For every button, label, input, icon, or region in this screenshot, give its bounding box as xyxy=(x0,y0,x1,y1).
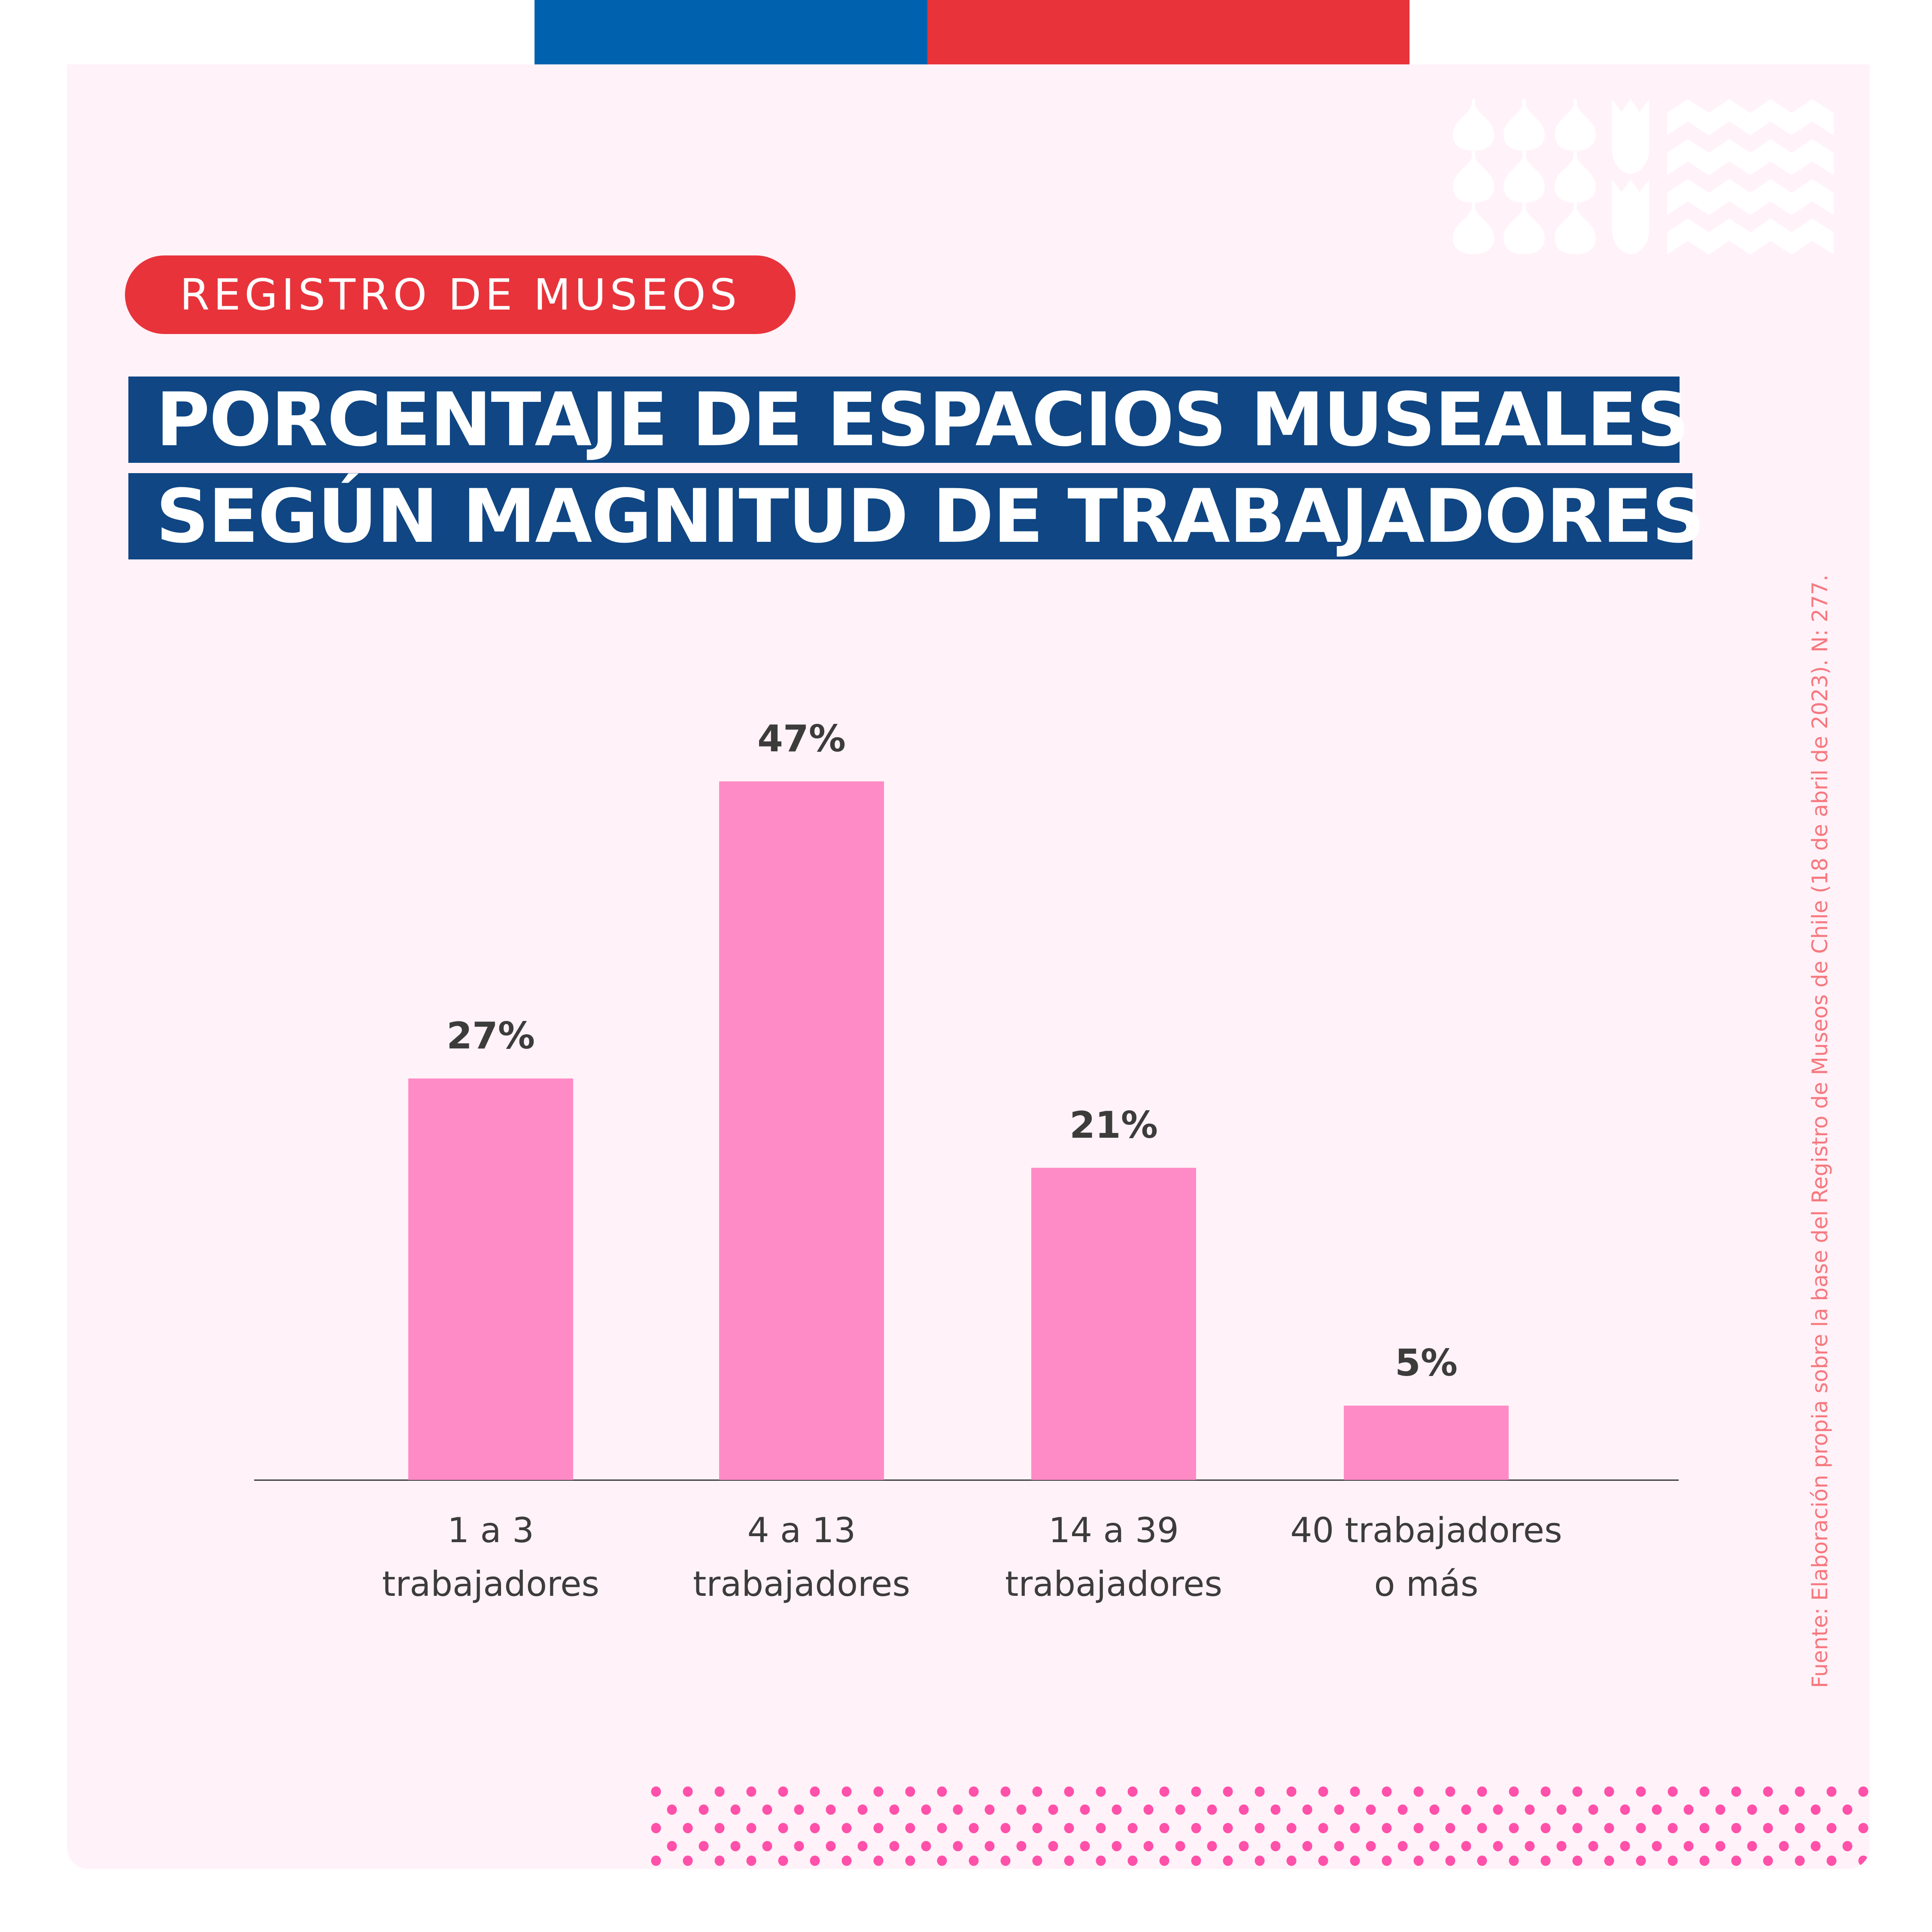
chart-card xyxy=(67,64,1870,1869)
title-text-1: PORCENTAJE DE ESPACIOS MUSEALES xyxy=(156,376,1689,463)
category-label: 1 a 3 trabajadores xyxy=(328,1504,654,1611)
category-label-line: 14 a 39 xyxy=(1048,1510,1179,1550)
bar-4 xyxy=(1344,1405,1509,1480)
bar-3 xyxy=(1031,1168,1196,1480)
badge-label: REGISTRO DE MUSEOS xyxy=(179,270,741,320)
category-badge: REGISTRO DE MUSEOS xyxy=(125,255,796,334)
value-label: 27% xyxy=(447,1015,535,1058)
bar-1 xyxy=(408,1078,573,1480)
category-label-line: 1 a 3 xyxy=(447,1510,534,1550)
category-label: 4 a 13 trabajadores xyxy=(638,1504,965,1611)
category-label-line: trabajadores xyxy=(693,1564,911,1604)
value-label: 47% xyxy=(757,717,846,760)
bar-2 xyxy=(719,781,884,1480)
flag-stripe-red xyxy=(927,0,1410,64)
value-label: 5% xyxy=(1394,1341,1458,1385)
category-label-line: 40 trabajadores xyxy=(1290,1510,1562,1550)
x-axis-line xyxy=(254,1479,1679,1481)
source-note: Fuente: Elaboración propia sobre la base… xyxy=(1807,574,1832,1688)
category-label-line: o más xyxy=(1374,1564,1479,1604)
value-label: 21% xyxy=(1069,1104,1158,1147)
category-label-line: trabajadores xyxy=(1005,1564,1223,1604)
flag-stripe-blue xyxy=(535,0,927,64)
category-label-line: 4 a 13 xyxy=(747,1510,856,1550)
category-label: 14 a 39 trabajadores xyxy=(951,1504,1277,1611)
category-label-line: trabajadores xyxy=(382,1564,600,1604)
title-text-2: SEGÚN MAGNITUD DE TRABAJADORES xyxy=(156,473,1705,559)
chart-title-line-1: PORCENTAJE DE ESPACIOS MUSEALES xyxy=(128,377,1689,463)
chart-title-line-2: SEGÚN MAGNITUD DE TRABAJADORES xyxy=(128,473,1705,559)
category-label: 40 trabajadores o más xyxy=(1263,1504,1589,1611)
